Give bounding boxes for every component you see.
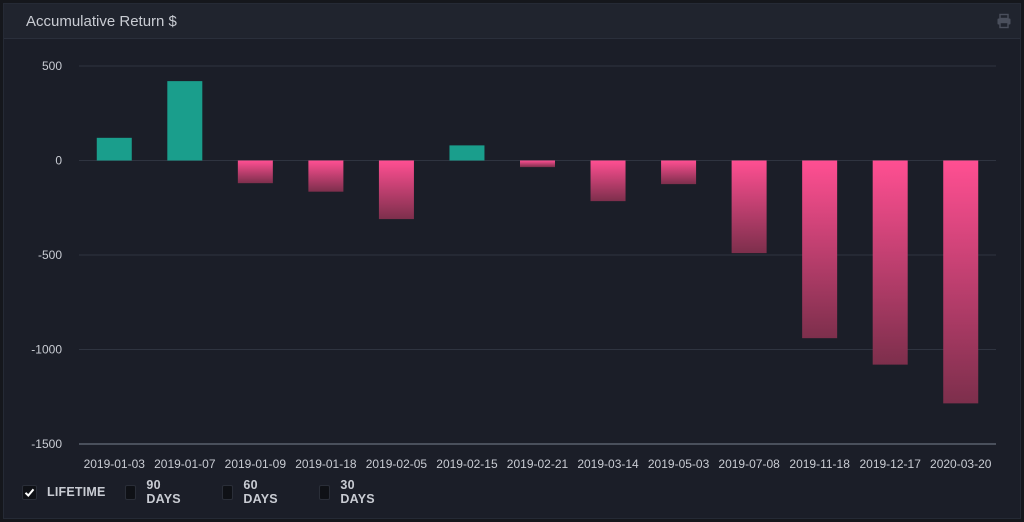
- panel-title: Accumulative Return $: [26, 13, 177, 30]
- x-tick-label: 2019-02-15: [436, 457, 498, 471]
- legend-label: 90 DAYS: [146, 478, 181, 506]
- legend-label: 60 DAYS: [243, 478, 278, 506]
- legend-label: LIFETIME: [47, 485, 106, 499]
- bar[interactable]: [872, 160, 908, 365]
- checkbox-60-days[interactable]: [222, 484, 234, 500]
- x-tick-label: 2020-03-20: [930, 457, 992, 471]
- y-tick-label: -1000: [31, 343, 62, 357]
- bar[interactable]: [731, 160, 767, 254]
- x-axis-ticks: 2019-01-03 2019-01-07 2019-01-09 2019-01-18…: [84, 457, 992, 471]
- panel-header: Accumulative Return $: [4, 4, 1020, 39]
- y-tick-label: 0: [55, 154, 62, 168]
- bar[interactable]: [802, 160, 838, 339]
- x-tick-label: 2019-02-05: [366, 457, 428, 471]
- x-tick-label: 2019-05-03: [648, 457, 710, 471]
- x-tick-label: 2019-03-14: [577, 457, 639, 471]
- bar[interactable]: [449, 145, 485, 161]
- checkbox-90-days[interactable]: [125, 484, 137, 500]
- checkmark-icon: [24, 488, 35, 497]
- y-tick-label: -500: [38, 248, 62, 262]
- x-tick-label: 2019-12-17: [859, 457, 921, 471]
- x-tick-label: 2019-01-03: [84, 457, 146, 471]
- legend-item-30-days[interactable]: 30 DAYS: [319, 478, 378, 506]
- checkbox-30-days[interactable]: [319, 484, 331, 500]
- bar[interactable]: [943, 160, 979, 404]
- legend-label: 30 DAYS: [340, 478, 375, 506]
- x-tick-label: 2019-11-18: [789, 457, 850, 471]
- x-tick-label: 2019-01-09: [225, 457, 287, 471]
- checkbox-lifetime[interactable]: [22, 484, 37, 500]
- x-tick-label: 2019-01-18: [295, 457, 357, 471]
- legend-item-lifetime[interactable]: LIFETIME: [22, 483, 106, 501]
- print-icon[interactable]: [996, 13, 1012, 29]
- bar[interactable]: [237, 160, 273, 184]
- bar[interactable]: [590, 160, 626, 202]
- gridlines: [79, 65, 996, 445]
- x-tick-label: 2019-02-21: [507, 457, 569, 471]
- chart-panel: Accumulative Return $ 500 0 -500 -1000 -1500…: [3, 3, 1021, 519]
- y-tick-label: 500: [42, 59, 62, 73]
- x-tick-label: 2019-01-07: [154, 457, 216, 471]
- x-tick-label: 2019-07-08: [718, 457, 780, 471]
- legend-item-60-days[interactable]: 60 DAYS: [222, 478, 281, 506]
- bar[interactable]: [308, 160, 344, 192]
- bar[interactable]: [661, 160, 697, 185]
- y-axis-ticks: 500 0 -500 -1000 -1500: [31, 59, 62, 451]
- bar[interactable]: [378, 160, 414, 220]
- bar[interactable]: [520, 160, 555, 168]
- bars: [96, 81, 979, 404]
- legend-item-90-days[interactable]: 90 DAYS: [125, 478, 184, 506]
- y-tick-label: -1500: [31, 437, 62, 451]
- bar[interactable]: [167, 81, 203, 161]
- bar[interactable]: [96, 137, 132, 161]
